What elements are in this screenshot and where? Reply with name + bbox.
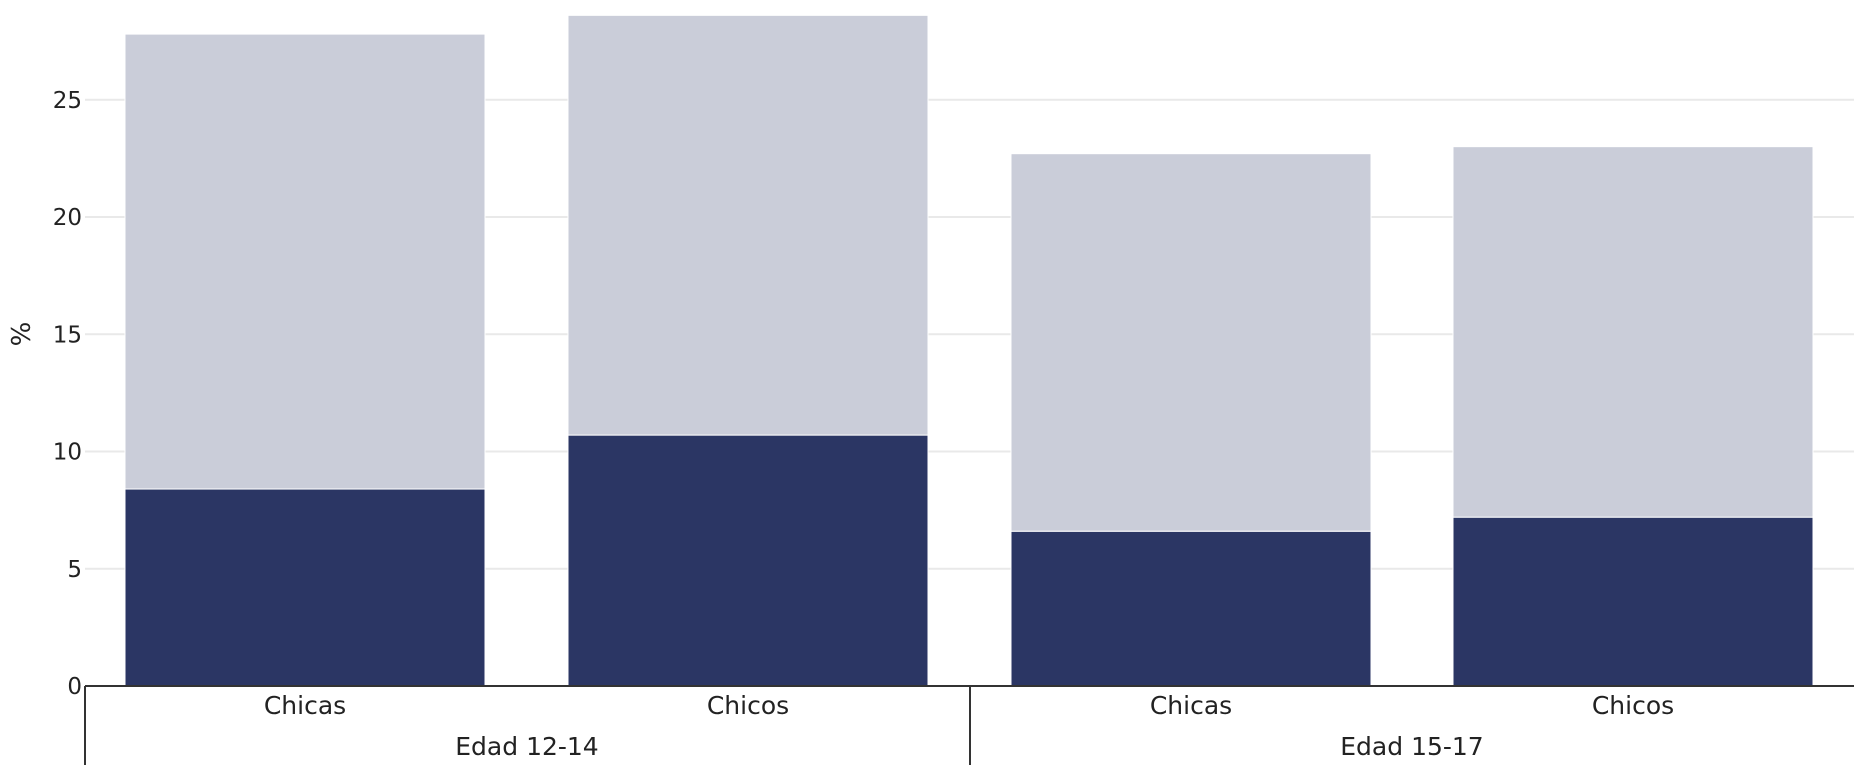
y-axis-title: % (7, 322, 37, 347)
axes (84, 685, 1854, 765)
y-tick-label: 5 (67, 557, 82, 583)
axis-labels: 0 5 10 15 20 25 Chicas Chicos Chicas Chicos Edad 1… (53, 88, 1674, 761)
x-group-label: Edad 12-14 (455, 732, 598, 761)
bar-segment-dark (567, 434, 929, 687)
bar-segment-dark (1010, 530, 1372, 687)
bar-segment-dark (124, 488, 486, 687)
bar-segment-dark (1452, 516, 1814, 687)
x-group-label: Edad 15-17 (1340, 732, 1483, 761)
x-category-label: Chicos (707, 691, 789, 720)
bar-segment-light (124, 33, 486, 490)
bar-segment-light (1010, 153, 1372, 532)
bar-segment-light (567, 14, 929, 436)
y-tick-label: 25 (53, 88, 82, 114)
y-tick-label: 15 (53, 322, 82, 348)
y-tick-label: 0 (67, 674, 82, 700)
bars (124, 14, 1814, 687)
y-tick-label: 10 (53, 440, 82, 466)
x-category-label: Chicas (264, 691, 346, 720)
x-category-label: Chicas (1150, 691, 1232, 720)
x-category-label: Chicos (1592, 691, 1674, 720)
y-tick-label: 20 (53, 205, 82, 231)
bar-segment-light (1452, 146, 1814, 518)
